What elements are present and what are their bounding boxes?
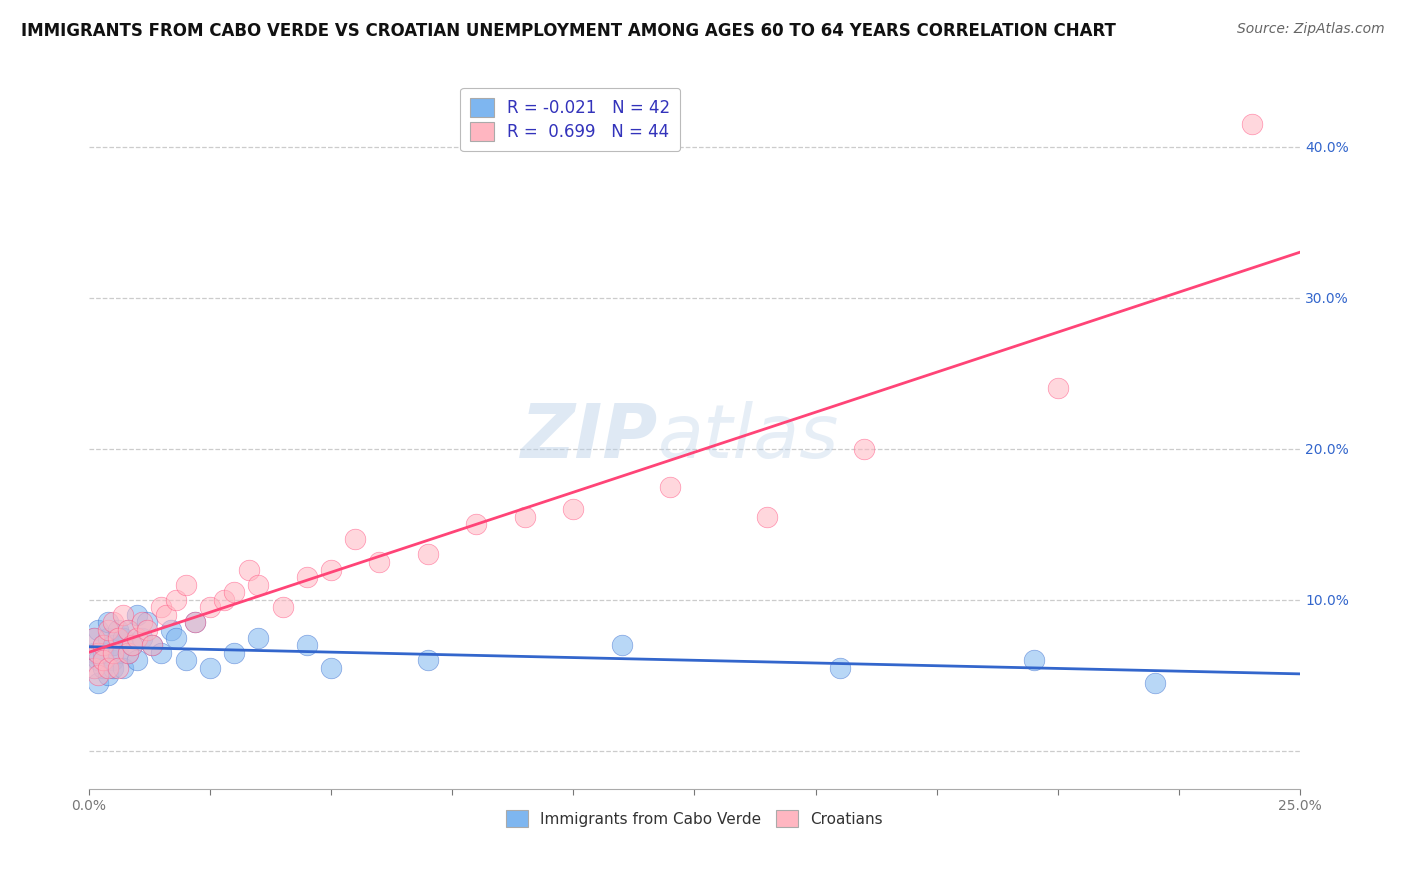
Point: [1240, 117, 1263, 131]
Point: [1022, 653, 1045, 667]
Point: [117, 646, 139, 660]
Text: ZIP: ZIP: [520, 401, 658, 474]
Point: [107, 661, 129, 675]
Point: [127, 607, 149, 622]
Point: [416, 653, 439, 667]
Point: [87, 646, 110, 660]
Point: [91, 661, 114, 675]
Point: [756, 509, 779, 524]
Point: [107, 631, 129, 645]
Point: [117, 623, 139, 637]
Point: [121, 638, 143, 652]
Point: [121, 638, 143, 652]
Point: [610, 638, 633, 652]
Point: [224, 646, 246, 660]
Point: [111, 607, 134, 622]
Point: [135, 623, 157, 637]
Point: [97, 615, 120, 630]
Point: [117, 646, 139, 660]
Point: [198, 661, 221, 675]
Point: [131, 631, 153, 645]
Point: [111, 661, 134, 675]
Point: [319, 563, 342, 577]
Point: [224, 585, 246, 599]
Point: [91, 646, 114, 660]
Point: [1046, 381, 1069, 395]
Point: [165, 592, 187, 607]
Point: [83, 661, 105, 675]
Point: [83, 631, 105, 645]
Point: [91, 653, 114, 667]
Point: [101, 653, 124, 667]
Point: [117, 623, 139, 637]
Point: [198, 600, 221, 615]
Point: [91, 638, 114, 652]
Point: [141, 638, 163, 652]
Point: [247, 577, 270, 591]
Point: [97, 661, 120, 675]
Point: [853, 442, 876, 456]
Point: [319, 661, 342, 675]
Point: [562, 502, 585, 516]
Point: [97, 668, 120, 682]
Point: [83, 646, 105, 660]
Point: [1143, 675, 1166, 690]
Point: [127, 653, 149, 667]
Point: [127, 631, 149, 645]
Legend: Immigrants from Cabo Verde, Croatians: Immigrants from Cabo Verde, Croatians: [501, 804, 889, 833]
Point: [97, 631, 120, 645]
Point: [416, 548, 439, 562]
Text: atlas: atlas: [658, 401, 839, 474]
Point: [101, 638, 124, 652]
Text: IMMIGRANTS FROM CABO VERDE VS CROATIAN UNEMPLOYMENT AMONG AGES 60 TO 64 YEARS CO: IMMIGRANTS FROM CABO VERDE VS CROATIAN U…: [21, 22, 1116, 40]
Point: [150, 600, 173, 615]
Point: [141, 638, 163, 652]
Point: [83, 631, 105, 645]
Point: [295, 570, 318, 584]
Point: [107, 646, 129, 660]
Point: [155, 607, 177, 622]
Point: [659, 479, 682, 493]
Point: [83, 661, 105, 675]
Point: [295, 638, 318, 652]
Point: [184, 615, 207, 630]
Point: [131, 615, 153, 630]
Point: [87, 675, 110, 690]
Point: [828, 661, 851, 675]
Point: [107, 623, 129, 637]
Point: [165, 631, 187, 645]
Point: [101, 615, 124, 630]
Point: [344, 533, 367, 547]
Point: [247, 631, 270, 645]
Point: [111, 631, 134, 645]
Point: [214, 592, 236, 607]
Point: [238, 563, 260, 577]
Point: [150, 646, 173, 660]
Point: [184, 615, 207, 630]
Point: [160, 623, 183, 637]
Point: [135, 615, 157, 630]
Point: [174, 577, 197, 591]
Point: [91, 638, 114, 652]
Point: [271, 600, 294, 615]
Point: [174, 653, 197, 667]
Text: Source: ZipAtlas.com: Source: ZipAtlas.com: [1237, 22, 1385, 37]
Point: [87, 668, 110, 682]
Point: [465, 517, 488, 532]
Point: [368, 555, 391, 569]
Point: [101, 661, 124, 675]
Point: [87, 623, 110, 637]
Point: [513, 509, 536, 524]
Point: [87, 653, 110, 667]
Point: [97, 623, 120, 637]
Point: [101, 646, 124, 660]
